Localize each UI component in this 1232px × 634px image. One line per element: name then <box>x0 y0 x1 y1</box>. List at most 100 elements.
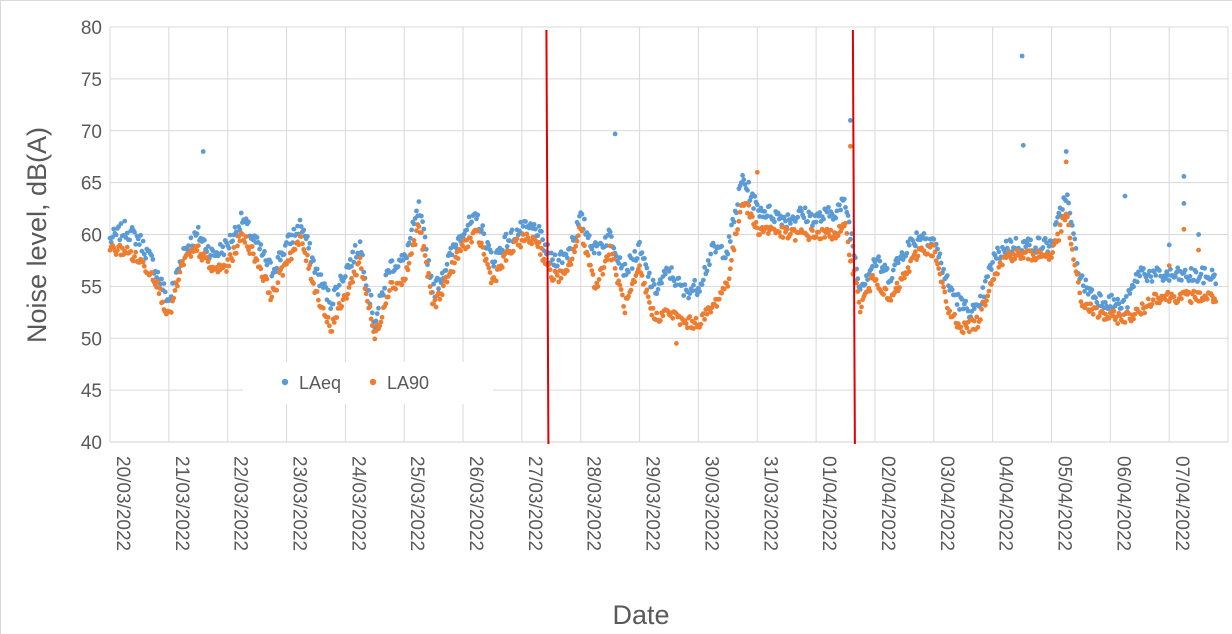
data-point <box>978 317 983 323</box>
data-point <box>900 257 906 262</box>
data-point <box>954 302 960 307</box>
y-tick-label: 45 <box>81 381 102 402</box>
data-point <box>1028 237 1033 243</box>
data-point <box>767 203 772 209</box>
data-point <box>650 277 656 283</box>
x-tick-label: 21/03/2022 <box>171 456 192 551</box>
data-point <box>1198 271 1204 277</box>
data-point <box>289 256 294 262</box>
data-point <box>1187 273 1193 279</box>
data-point <box>400 257 406 263</box>
data-point <box>453 242 459 248</box>
data-point <box>713 249 718 255</box>
data-point <box>617 282 623 288</box>
data-point <box>837 202 842 208</box>
data-point <box>818 236 824 242</box>
data-point <box>316 297 321 303</box>
data-point <box>128 249 134 254</box>
data-point <box>307 262 313 268</box>
data-point <box>856 299 862 305</box>
x-tick-labels: 20/03/2022 21/03/2022 22/03/2022 23/03/2022… <box>112 456 1232 551</box>
data-point <box>971 318 977 324</box>
data-point <box>600 271 606 277</box>
data-point <box>888 298 894 303</box>
data-point <box>824 209 830 215</box>
data-point <box>834 208 840 214</box>
data-point <box>792 238 798 243</box>
data-point <box>222 263 228 269</box>
x-axis-title: Date <box>612 600 669 630</box>
data-point <box>1069 247 1075 252</box>
data-point <box>645 294 651 300</box>
data-point <box>1188 266 1194 271</box>
data-point <box>705 258 711 263</box>
data-point <box>269 294 275 300</box>
data-point <box>205 259 211 265</box>
data-point <box>588 262 593 268</box>
data-point <box>422 234 428 240</box>
data-point <box>1191 288 1197 294</box>
data-point <box>947 308 953 314</box>
data-point <box>314 266 320 272</box>
data-point <box>251 251 256 257</box>
data-point <box>450 269 456 275</box>
data-point <box>363 291 369 297</box>
data-point <box>1065 214 1070 220</box>
data-point <box>754 225 760 231</box>
data-point <box>845 213 851 218</box>
data-point <box>637 239 642 245</box>
data-point <box>596 277 602 282</box>
data-point <box>406 260 412 266</box>
data-point <box>307 240 313 246</box>
data-point <box>802 205 808 211</box>
data-point <box>737 209 743 215</box>
data-point <box>150 257 156 262</box>
data-point <box>469 219 474 225</box>
data-point <box>421 243 427 249</box>
data-point <box>199 257 205 263</box>
data-point <box>1122 193 1128 199</box>
data-point <box>1049 255 1054 260</box>
data-point <box>297 217 303 223</box>
data-point <box>113 232 119 238</box>
x-tick-label: 02/04/2022 <box>877 456 898 551</box>
data-point <box>1019 53 1025 59</box>
data-point <box>940 280 945 285</box>
data-point <box>845 239 851 245</box>
data-point <box>187 250 193 256</box>
data-point <box>575 233 581 239</box>
data-point <box>140 259 146 265</box>
data-point <box>130 258 136 264</box>
data-point <box>949 287 955 293</box>
data-point <box>931 242 937 248</box>
data-point <box>1002 250 1008 256</box>
data-point <box>1114 314 1119 320</box>
data-point <box>407 235 413 241</box>
data-point <box>149 270 155 275</box>
data-point <box>535 233 541 238</box>
data-point <box>541 256 547 262</box>
data-point <box>955 291 961 297</box>
data-point <box>465 244 471 250</box>
data-point <box>572 249 577 255</box>
data-point <box>757 214 763 219</box>
data-point <box>995 271 1000 277</box>
data-point <box>524 231 530 237</box>
data-point <box>1204 296 1210 302</box>
data-point <box>906 269 912 274</box>
data-point <box>734 231 739 237</box>
data-point <box>764 213 770 219</box>
data-point <box>990 260 995 265</box>
data-point <box>205 244 211 249</box>
data-point <box>233 229 239 235</box>
y-tick-label: 55 <box>81 277 102 298</box>
data-point <box>585 253 591 258</box>
data-point <box>1067 235 1073 241</box>
data-point <box>873 263 879 269</box>
vertical-marker-line <box>545 29 550 445</box>
data-point <box>1066 222 1071 228</box>
data-point <box>1066 200 1071 206</box>
data-point <box>1165 272 1171 278</box>
data-point <box>428 290 434 296</box>
data-point <box>389 280 395 285</box>
